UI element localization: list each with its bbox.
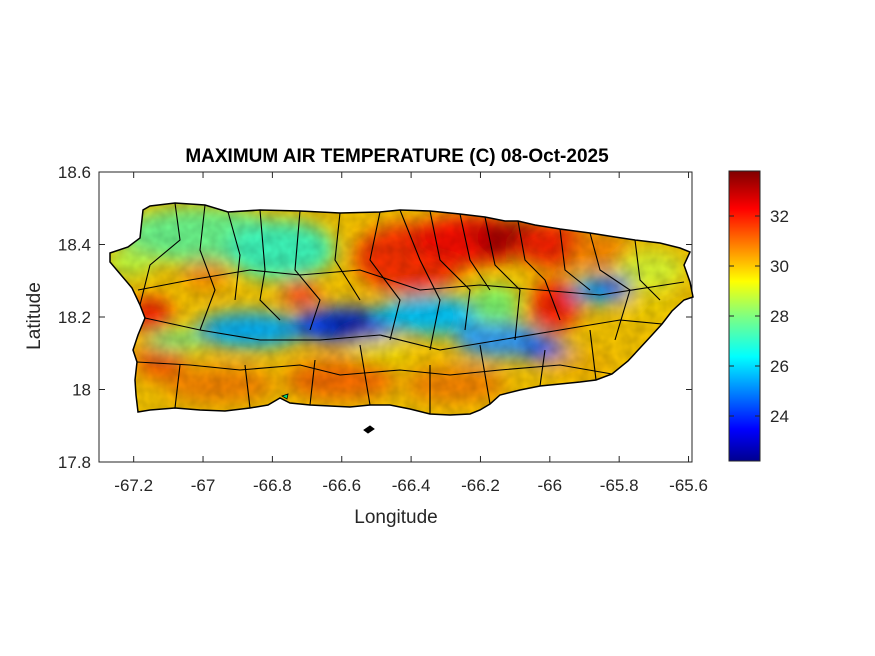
x-tick-label: -65.6	[669, 476, 708, 495]
x-tick-label: -67	[191, 476, 216, 495]
y-tick-label: 18.6	[58, 163, 91, 182]
colorbar-tick-label: 32	[770, 207, 789, 226]
x-tick-label: -65.8	[600, 476, 639, 495]
colorbar-tick-label: 28	[770, 307, 789, 326]
colorbar-tick-label: 26	[770, 357, 789, 376]
y-tick-label: 17.8	[58, 453, 91, 472]
y-axis-ticks: 18.6 18.4 18.2 18 17.8	[58, 163, 692, 472]
x-axis-ticks: -67.2 -67 -66.8 -66.6 -66.4 -66.2 -66 -65.8 -65.…	[114, 172, 708, 495]
y-tick-label: 18.4	[58, 236, 91, 255]
cay-shape	[363, 425, 375, 434]
x-tick-label: -67.2	[114, 476, 153, 495]
x-tick-label: -66.6	[322, 476, 361, 495]
x-tick-label: -66.4	[392, 476, 431, 495]
colorbar-tick-label: 30	[770, 257, 789, 276]
x-tick-label: -66	[538, 476, 563, 495]
cay-shape	[281, 393, 289, 400]
y-tick-label: 18	[72, 381, 91, 400]
x-tick-label: -66.8	[253, 476, 292, 495]
colorbar-tick-label: 24	[770, 407, 789, 426]
y-tick-label: 18.2	[58, 308, 91, 327]
x-tick-label: -66.2	[461, 476, 500, 495]
colorbar-ticks: 32 30 28 26 24	[729, 207, 789, 426]
x-axis-label: Longitude	[354, 507, 437, 528]
y-axis-label: Latitude	[24, 282, 45, 350]
colorbar	[728, 170, 761, 462]
municipality-outlines	[136, 203, 685, 414]
map-title: MAXIMUM AIR TEMPERATURE (C) 08-Oct-2025	[185, 146, 609, 167]
